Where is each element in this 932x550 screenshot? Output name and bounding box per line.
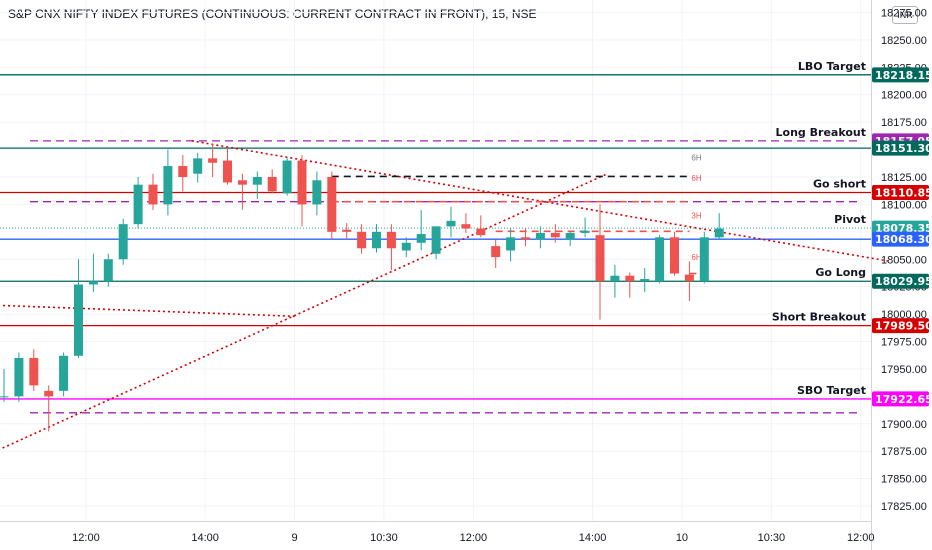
price-tag-label: 18151.30: [875, 142, 932, 155]
y-tick-label: 17850.00: [881, 474, 927, 486]
candle-body: [74, 284, 83, 355]
candle-body: [461, 224, 470, 228]
candle-body: [178, 166, 187, 177]
candle-body: [506, 237, 515, 250]
price-tag-label: 17989.50: [875, 320, 932, 333]
candle-body: [417, 234, 426, 243]
y-tick-label: 17825.00: [881, 501, 927, 513]
candle-body: [253, 177, 262, 185]
candle-body: [0, 396, 9, 397]
session-label: 6H: [691, 174, 701, 183]
candle-body: [685, 275, 694, 282]
candle-body: [402, 243, 411, 251]
candle-body: [283, 161, 292, 194]
session-label: 6H: [691, 153, 701, 162]
candle-body: [372, 232, 381, 248]
candle-body: [327, 177, 336, 232]
trendlines: [0, 141, 891, 450]
y-tick-label: 18125.00: [881, 172, 927, 184]
x-tick-label: 12:00: [72, 532, 100, 544]
candle-body: [44, 391, 53, 396]
candle-body: [119, 224, 128, 259]
price-tag-label: 18218.15: [875, 69, 932, 82]
trendline: [0, 305, 295, 316]
y-tick-label: 18100.00: [881, 199, 927, 211]
x-tick-label: 10:30: [758, 532, 786, 544]
price-tag-label: 17922.65: [875, 393, 932, 406]
candle-body: [312, 180, 321, 204]
x-tick-label: 14:00: [579, 532, 607, 544]
candle-body: [476, 229, 485, 236]
candle-body: [134, 185, 143, 224]
y-tick-label: 18200.00: [881, 90, 927, 102]
candle-body: [447, 221, 456, 226]
candle-body: [610, 276, 619, 281]
candle-body: [163, 166, 172, 204]
candle-body: [521, 237, 530, 239]
candle-body: [208, 158, 217, 162]
candle-body: [700, 237, 709, 281]
y-tick-label: 17975.00: [881, 337, 927, 349]
level-label: Long Breakout: [776, 126, 866, 139]
grid: [0, 0, 871, 521]
candle-body: [223, 161, 232, 183]
session-lines: 6H 6H 3H 6H: [332, 153, 702, 273]
candle-body: [238, 180, 247, 184]
level-label: LBO Target: [798, 60, 866, 73]
candle-body: [432, 226, 441, 253]
price-tag-label: 18110.85: [875, 187, 932, 200]
candle-body: [670, 237, 679, 273]
candle-body: [342, 230, 351, 232]
candle-body: [193, 158, 202, 173]
candle-body: [268, 177, 277, 191]
y-tick-label: 17900.00: [881, 419, 927, 431]
candle-body: [640, 279, 649, 281]
candle-body: [59, 356, 68, 391]
y-tick-label: 18275.00: [881, 7, 927, 19]
candle-body: [566, 233, 575, 240]
x-tick-label: 10:30: [370, 532, 398, 544]
session-label: 3H: [691, 211, 701, 220]
level-label: Pivot: [834, 213, 866, 226]
candle-body: [625, 276, 634, 281]
candle-body: [551, 233, 560, 237]
level-label: SBO Target: [797, 384, 866, 397]
candle-body: [715, 229, 724, 238]
candle-body: [387, 232, 396, 248]
candle-body: [491, 246, 500, 257]
candle-body: [298, 161, 307, 205]
y-tick-label: 17875.00: [881, 446, 927, 458]
candle-body: [596, 235, 605, 281]
level-label: Short Breakout: [772, 311, 866, 324]
candle-body: [149, 185, 158, 205]
x-tick-label: 10: [676, 532, 688, 544]
level-label: Go Long: [815, 266, 866, 279]
candle-body: [357, 232, 366, 248]
candle-body: [89, 281, 98, 284]
y-tick-label: 17950.00: [881, 364, 927, 376]
x-tick-label: 14:00: [191, 532, 219, 544]
price-tag-label: 18029.95: [875, 275, 932, 288]
y-tick-label: 18175.00: [881, 117, 927, 129]
level-label: Go short: [813, 178, 866, 191]
candle-body: [29, 358, 38, 385]
x-tick-label: 12:00: [847, 532, 875, 544]
candle-body: [655, 237, 664, 281]
candle-body: [581, 231, 590, 233]
candles: [0, 144, 724, 431]
candle-body: [14, 358, 23, 396]
candle-body: [104, 259, 113, 281]
x-tick-label: 9: [291, 532, 297, 544]
x-tick-label: 12:00: [460, 532, 488, 544]
trendline: [0, 174, 607, 450]
price-tag-label: 18068.30: [875, 233, 932, 246]
y-tick-label: 18250.00: [881, 35, 927, 47]
candle-body: [536, 233, 545, 240]
